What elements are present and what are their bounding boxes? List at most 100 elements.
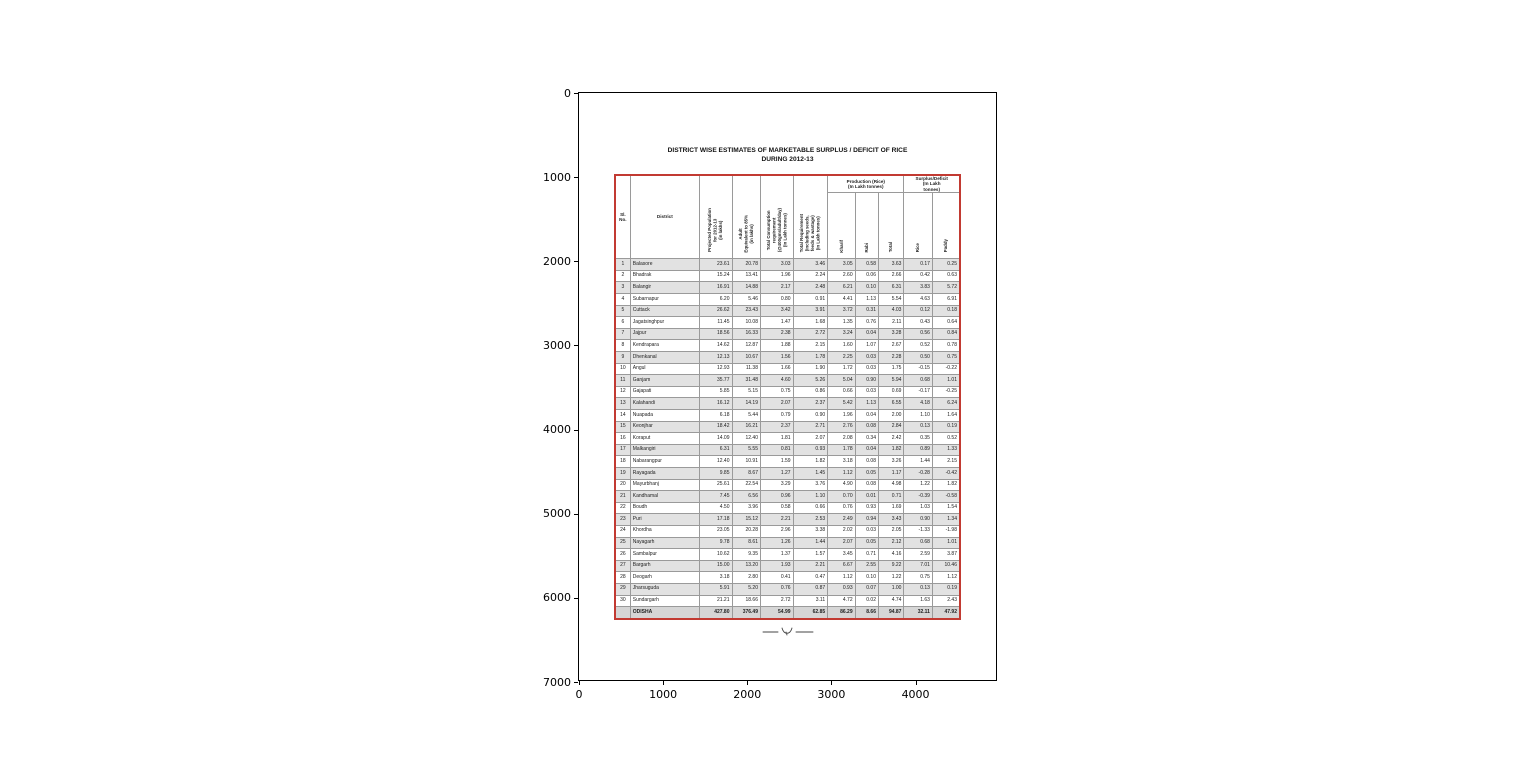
title-line-1: DISTRICT WISE ESTIMATES OF MARKETABLE SU… [667, 147, 908, 154]
sl-cell: 26 [614, 548, 631, 561]
value-cell: 1.69 [877, 501, 905, 515]
value-cell: 12.40 [731, 432, 761, 445]
value-cell: -1.33 [903, 524, 933, 538]
x-tick-label: 4000 [901, 688, 930, 701]
value-cell: 0.93 [792, 443, 829, 457]
header-row-2: Kharif Rabi Total Rice Paddy [615, 192, 961, 260]
district-cell: Subarnapur [629, 293, 700, 306]
sl-cell: 11 [614, 374, 631, 387]
document-title: DISTRICT WISE ESTIMATES OF MARKETABLE SU… [614, 147, 961, 165]
value-cell: 1.68 [792, 316, 829, 329]
value-cell: 4.74 [877, 594, 905, 608]
value-cell: 5.55 [731, 443, 761, 457]
value-cell: 0.75 [931, 351, 961, 364]
value-cell: 0.86 [792, 385, 829, 399]
plot-area: DISTRICT WISE ESTIMATES OF MARKETABLE SU… [543, 87, 997, 701]
x-tick-label: 3000 [817, 688, 846, 701]
value-cell: 4.16 [877, 548, 905, 561]
value-cell: 1.12 [827, 571, 856, 584]
value-cell: 5.72 [931, 281, 961, 295]
header-population: Projected Population for 2012-13 (in lak… [698, 174, 733, 260]
value-cell: 6.91 [931, 293, 961, 306]
value-cell: 15.00 [698, 559, 733, 573]
value-cell: 4.41 [827, 293, 856, 306]
value-cell: 1.00 [877, 582, 905, 596]
header-population-label: Projected Population for 2012-13 (in lak… [707, 208, 724, 253]
district-cell: Deogarh [629, 571, 700, 584]
sl-cell: 14 [614, 409, 631, 422]
district-row: 1 Balasore 23.61 20.78 3.03 3.46 3.05 0.58 3.63 0… [614, 258, 961, 271]
sl-cell: 5 [614, 304, 631, 318]
value-cell: 10.62 [698, 548, 733, 561]
value-cell: 26.62 [698, 304, 733, 318]
y-tick-mark [574, 93, 578, 94]
district-row: 24 Khordha 23.05 20.28 2.96 3.38 2.02 0.03 2.05-… [614, 524, 961, 538]
value-cell: 2.76 [827, 420, 856, 434]
value-cell: 0.75 [903, 571, 933, 584]
value-cell: -0.25 [931, 385, 961, 399]
value-cell: 2.71 [792, 420, 829, 434]
x-tick-mark [831, 681, 833, 685]
header-row-1: Sl. No. District Projected Population fo… [614, 174, 961, 260]
value-cell: 0.93 [854, 501, 880, 515]
district-cell: Dhenkanal [629, 351, 700, 364]
value-cell: 5.46 [731, 293, 761, 306]
sl-cell: 8 [614, 339, 631, 353]
value-cell: 86.29 [827, 606, 856, 620]
value-cell: 0.41 [759, 571, 794, 584]
value-cell: 31.48 [731, 374, 761, 387]
value-cell: 18.56 [698, 327, 733, 341]
value-cell: 0.12 [903, 304, 933, 318]
rice-surplus-table: Sl. No. District Projected Population fo… [614, 173, 961, 620]
value-cell: 2.84 [877, 420, 905, 434]
sl-cell: 18 [614, 455, 631, 468]
signature-mark [614, 624, 961, 642]
district-cell: Kendrapara [629, 339, 700, 353]
value-cell: 18.42 [698, 420, 733, 434]
value-cell: 0.17 [903, 258, 933, 271]
value-cell: 0.81 [759, 443, 794, 457]
value-cell: 15.12 [731, 513, 761, 526]
value-cell: 3.91 [792, 304, 829, 318]
value-cell: 3.03 [759, 258, 794, 271]
value-cell: 6.20 [698, 293, 733, 306]
sl-cell: 13 [614, 397, 631, 410]
sl-cell: 28 [614, 571, 631, 584]
value-cell: 0.06 [854, 269, 880, 283]
sl-cell: 21 [614, 490, 631, 503]
value-cell: 25.61 [698, 478, 733, 492]
value-cell: 2.49 [827, 513, 856, 526]
district-cell: Balasore [629, 258, 700, 271]
value-cell: 2.48 [792, 281, 829, 295]
value-cell: 0.04 [854, 327, 880, 341]
value-cell: 3.72 [827, 304, 856, 318]
value-cell: 5.44 [731, 409, 761, 422]
header-total-label: Total [888, 242, 894, 253]
header-requirement: Total Requirement (including seeds, feed… [792, 174, 829, 260]
value-cell: 8.61 [731, 536, 761, 550]
header-total: Total [877, 192, 905, 260]
district-row: 8 Kendrapara 14.62 12.87 1.88 2.15 1.60 1.07 2.6… [614, 339, 961, 353]
value-cell: 5.54 [877, 293, 905, 306]
value-cell: 2.59 [903, 548, 933, 561]
x-tick-label: 1000 [649, 688, 678, 701]
sl-cell: 27 [614, 559, 631, 573]
value-cell: 0.04 [854, 443, 880, 457]
value-cell: 2.28 [877, 351, 905, 364]
y-tick-mark [574, 513, 578, 515]
value-cell: 0.19 [931, 420, 961, 434]
value-cell: 1.75 [877, 362, 905, 376]
header-consumption: Total Consumption requirement (@400gms/a… [759, 174, 794, 260]
value-cell: 5.26 [792, 374, 829, 387]
value-cell: 2.53 [792, 513, 829, 526]
header-consumption-label: Total Consumption requirement (@400gms/a… [765, 208, 788, 253]
value-cell: 4.63 [903, 293, 933, 306]
value-cell: 2.07 [792, 432, 829, 445]
value-cell: 16.91 [698, 281, 733, 295]
value-cell: 16.12 [698, 397, 733, 410]
sl-cell: 23 [614, 513, 631, 526]
district-row: 15 Keonjhar 18.42 16.21 2.37 2.71 2.76 0.08 2.84… [614, 420, 961, 434]
value-cell: 35.77 [698, 374, 733, 387]
value-cell: 1.26 [759, 536, 794, 550]
value-cell: 6.21 [827, 281, 856, 295]
